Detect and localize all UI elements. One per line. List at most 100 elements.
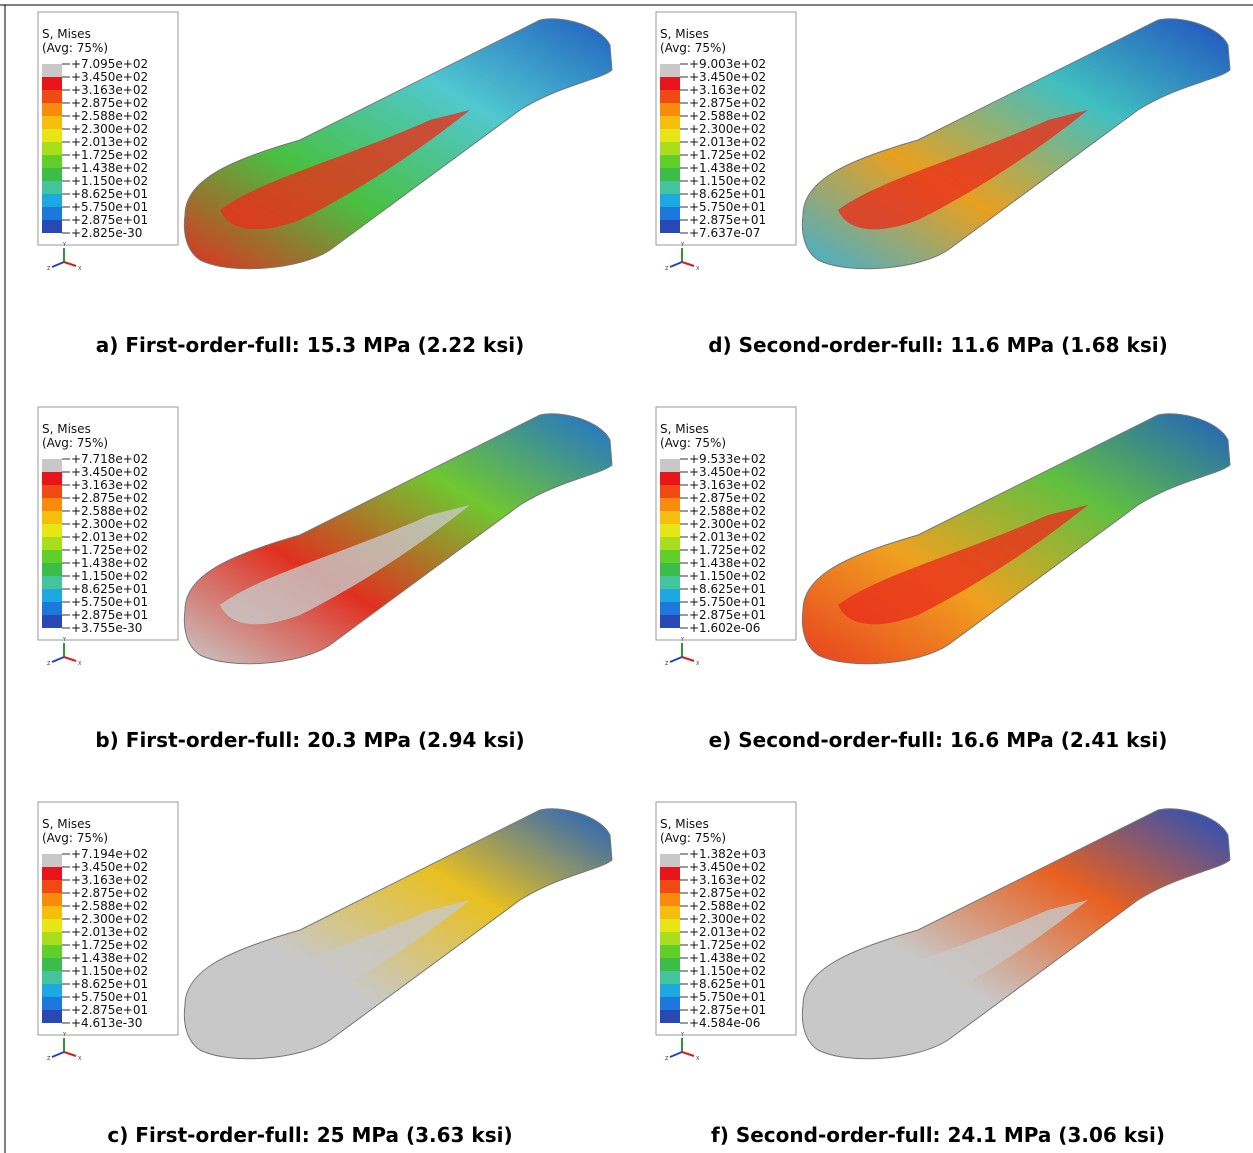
legend-value: +1.150e+02 xyxy=(71,569,148,583)
legend-swatch xyxy=(42,550,62,563)
legend-value: +5.750e+01 xyxy=(689,200,766,214)
legend-value: +3.163e+02 xyxy=(689,83,766,97)
panel: S, Mises(Avg: 75%) +9.533e+02+3.450e+02+3… xyxy=(655,406,1231,752)
legend-value: +8.625e+01 xyxy=(71,977,148,991)
legend-value: +2.300e+02 xyxy=(71,517,148,531)
legend-swatch xyxy=(660,997,680,1010)
legend-swatch xyxy=(42,958,62,971)
legend-swatch xyxy=(42,1010,62,1023)
legend-value: +5.750e+01 xyxy=(71,200,148,214)
legend-value: +7.718e+02 xyxy=(71,452,148,466)
legend-value: +2.588e+02 xyxy=(689,504,766,518)
legend-swatch xyxy=(42,854,62,867)
legend-value: +2.875e+02 xyxy=(689,491,766,505)
legend-swatch xyxy=(42,168,62,181)
legend-value: +1.725e+02 xyxy=(689,148,766,162)
triad-axis xyxy=(681,261,695,267)
legend-swatch xyxy=(660,511,680,524)
legend-swatch xyxy=(42,181,62,194)
legend-value: +7.095e+02 xyxy=(71,57,148,71)
legend-value: +1.725e+02 xyxy=(71,543,148,557)
legend-title: S, Mises xyxy=(42,27,91,41)
legend-value: +8.625e+01 xyxy=(71,187,148,201)
contour-band xyxy=(220,110,470,230)
legend-value: +5.750e+01 xyxy=(689,990,766,1004)
legend-swatch xyxy=(660,90,680,103)
panel: S, Mises(Avg: 75%) +7.095e+02+3.450e+02+3… xyxy=(37,11,613,357)
legend-title: S, Mises xyxy=(42,817,91,831)
legend-swatch xyxy=(42,116,62,129)
panel: S, Mises(Avg: 75%) +9.003e+02+3.450e+02+3… xyxy=(655,11,1231,357)
legend-subtitle: (Avg: 75%) xyxy=(42,436,108,450)
legend-value: +2.825e-30 xyxy=(71,226,142,240)
legend-swatch xyxy=(42,971,62,984)
triad-axis xyxy=(669,1051,683,1058)
legend-value: +2.875e+02 xyxy=(71,491,148,505)
legend-value: +1.150e+02 xyxy=(689,964,766,978)
triad-axis xyxy=(63,1051,77,1057)
triad-label: Y xyxy=(62,1032,67,1038)
triad-label: Y xyxy=(680,1032,685,1038)
legend-value: +3.450e+02 xyxy=(71,860,148,874)
legend-swatch xyxy=(42,90,62,103)
triad-label: X xyxy=(696,1056,700,1062)
legend-swatch xyxy=(660,142,680,155)
legend-title: S, Mises xyxy=(660,422,709,436)
legend-subtitle: (Avg: 75%) xyxy=(660,436,726,450)
legend-value: +1.725e+02 xyxy=(689,543,766,557)
legend-swatch xyxy=(42,602,62,615)
legend-swatch xyxy=(660,537,680,550)
legend-value: +2.875e+01 xyxy=(689,608,766,622)
legend-swatch xyxy=(660,220,680,233)
legend-title: S, Mises xyxy=(660,817,709,831)
panel: S, Mises(Avg: 75%) +1.382e+03+3.450e+02+3… xyxy=(655,801,1231,1147)
legend-swatch xyxy=(42,103,62,116)
legend-swatch xyxy=(660,485,680,498)
triad-axis xyxy=(681,1051,695,1057)
legend-swatch xyxy=(42,945,62,958)
panel: S, Mises(Avg: 75%) +7.194e+02+3.450e+02+3… xyxy=(37,801,613,1147)
triad-axis xyxy=(63,261,77,267)
legend-value: +2.013e+02 xyxy=(71,925,148,939)
legend-value: +2.013e+02 xyxy=(689,530,766,544)
legend-swatch xyxy=(42,142,62,155)
contour-band xyxy=(838,110,1088,230)
legend-value: +2.875e+02 xyxy=(689,886,766,900)
legend-value: +3.450e+02 xyxy=(689,70,766,84)
legend-swatch xyxy=(42,155,62,168)
triad-label: X xyxy=(78,266,82,272)
legend-value: +1.725e+02 xyxy=(71,148,148,162)
contour-band xyxy=(838,505,1088,625)
legend-swatch xyxy=(660,116,680,129)
triad-label: X xyxy=(78,661,82,667)
legend-swatch xyxy=(660,155,680,168)
triad-label: Z xyxy=(47,266,51,272)
legend-value: +2.875e+01 xyxy=(689,213,766,227)
legend-value: +2.588e+02 xyxy=(71,899,148,913)
triad-label: X xyxy=(696,266,700,272)
triad-axis xyxy=(63,656,77,662)
legend-value: +2.875e+02 xyxy=(71,96,148,110)
legend-value: +1.438e+02 xyxy=(689,556,766,570)
legend-swatch xyxy=(660,194,680,207)
contour-band xyxy=(220,505,470,625)
legend-value: +7.637e-07 xyxy=(689,226,760,240)
legend-value: +1.438e+02 xyxy=(689,951,766,965)
legend-value: +2.588e+02 xyxy=(71,109,148,123)
triad-label: X xyxy=(696,661,700,667)
legend-value: +3.163e+02 xyxy=(689,478,766,492)
legend-value: +8.625e+01 xyxy=(689,187,766,201)
legend-subtitle: (Avg: 75%) xyxy=(660,41,726,55)
legend-swatch xyxy=(42,472,62,485)
legend-swatch xyxy=(42,194,62,207)
legend-value: +2.013e+02 xyxy=(689,925,766,939)
caption: c) First-order-full: 25 MPa (3.63 ksi) xyxy=(107,1123,512,1147)
legend-value: +3.450e+02 xyxy=(689,860,766,874)
contour-band xyxy=(838,900,1088,1020)
legend-swatch xyxy=(660,958,680,971)
legend-value: +3.163e+02 xyxy=(71,83,148,97)
legend-value: +8.625e+01 xyxy=(689,977,766,991)
triad-label: Z xyxy=(47,661,51,667)
legend-swatch xyxy=(660,550,680,563)
